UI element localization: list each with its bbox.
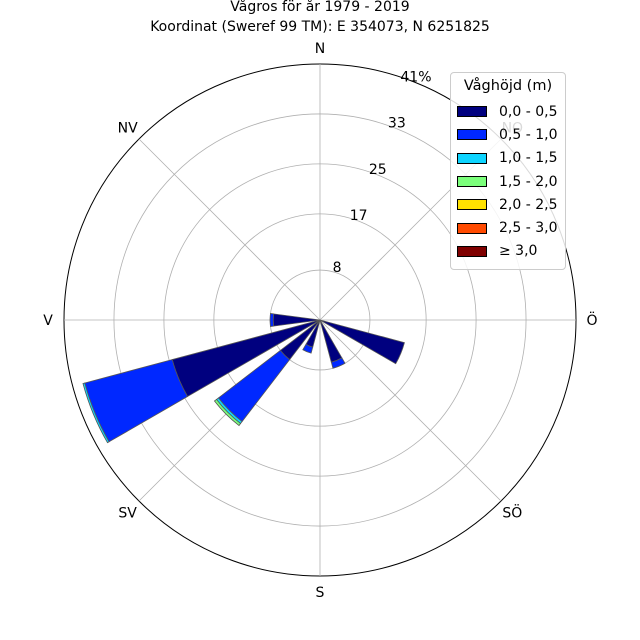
legend-swatch [457, 106, 487, 118]
legend-label: 0,0 - 0,5 [499, 103, 558, 120]
radial-tick-label: 8 [333, 260, 342, 276]
legend-label: 1,5 - 2,0 [499, 173, 558, 190]
direction-label: V [43, 313, 53, 329]
radial-tick-label: 25 [369, 162, 387, 178]
direction-label: Ö [586, 311, 597, 329]
direction-label: S [316, 585, 325, 601]
rose-bar-segment [302, 343, 314, 354]
legend-label: ≥ 3,0 [499, 243, 538, 260]
legend-entry: 0,5 - 1,0 [451, 123, 565, 146]
radial-tick-label: 41% [400, 69, 431, 85]
rose-bar-segment [213, 398, 242, 427]
polar-grid [63, 63, 577, 577]
radial-tick-labels: 8 17 25 33 41% [333, 69, 432, 275]
rose-bar-segment [319, 319, 405, 365]
legend-label: 0,5 - 1,0 [499, 126, 558, 143]
rose-bar-segment [82, 382, 110, 444]
legend-swatch [457, 152, 487, 164]
legend-label: 1,0 - 1,5 [499, 150, 558, 167]
legend-label: 2,5 - 3,0 [499, 220, 558, 237]
grid-spoke [319, 319, 502, 502]
legend-entry: 2,5 - 3,0 [451, 216, 565, 239]
direction-label: SÖ [502, 503, 522, 521]
direction-label: N [315, 41, 325, 57]
direction-label: NV [118, 121, 138, 137]
rose-bar-segment [269, 313, 275, 327]
legend-entry: 0,0 - 0,5 [451, 100, 565, 123]
legend-entry: 1,5 - 2,0 [451, 170, 565, 193]
legend-swatch [457, 245, 487, 257]
legend-entry: 1,0 - 1,5 [451, 147, 565, 170]
legend-title: Våghöjd (m) [463, 78, 553, 94]
direction-labels: NNOÖSÖSSVVNV [43, 41, 597, 601]
radial-tick-label: 17 [350, 208, 368, 224]
grid-spoke [138, 138, 321, 321]
legend-swatch [457, 129, 487, 141]
chart-title: Vågros för år 1979 - 2019 [230, 0, 410, 15]
legend-entry: ≥ 3,0 [451, 240, 565, 263]
rose-bar-segment [330, 357, 346, 369]
radial-tick-label: 33 [388, 116, 406, 132]
legend-entries: 0,0 - 0,5 0,5 - 1,0 1,0 - 1,5 1,5 - 2,0 2,0 … [451, 100, 565, 263]
legend-label: 2,0 - 2,5 [499, 196, 558, 213]
chart-subtitle: Koordinat (Sweref 99 TM): E 354073, N 62… [150, 19, 490, 35]
legend-swatch [457, 199, 487, 211]
legend-entry: 2,0 - 2,5 [451, 193, 565, 216]
legend-swatch [457, 176, 487, 188]
chart-title-block: Vågros för år 1979 - 2019 Koordinat (Swe… [0, 0, 640, 37]
wave-rose-bars [82, 313, 405, 444]
legend-swatch [457, 222, 487, 234]
legend: Våghöjd (m) 0,0 - 0,5 0,5 - 1,0 1,0 - 1,5 1… [450, 72, 566, 270]
direction-label: SV [118, 505, 137, 521]
